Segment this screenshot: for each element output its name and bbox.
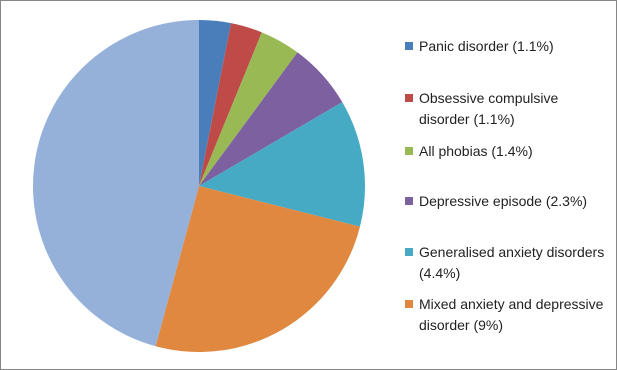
legend-label: Obsessive compulsive disorder (1.1%) xyxy=(419,90,559,127)
legend-label: All phobias (1.4%) xyxy=(419,143,533,159)
legend-swatch xyxy=(405,94,413,102)
legend-label: Depressive episode (2.3%) xyxy=(419,193,588,209)
legend-entry: Generalised anxiety disorders (4.4%) xyxy=(405,242,610,284)
pie-slice xyxy=(199,52,343,187)
legend-swatch xyxy=(405,147,413,155)
pie-slice xyxy=(199,20,232,186)
legend-swatch xyxy=(405,42,413,50)
legend-entry: Panic disorder (1.1%) xyxy=(405,36,610,57)
legend-label: Mixed anxiety and depressive disorder (9… xyxy=(419,296,604,333)
pie-slice xyxy=(199,23,262,187)
legend-swatch xyxy=(405,300,413,308)
legend-entry: Depressive episode (2.3%) xyxy=(405,191,610,212)
legend-swatch xyxy=(405,197,413,205)
pie-slice xyxy=(33,20,199,347)
legend-entry: All phobias (1.4%) xyxy=(405,141,610,162)
pie-slice xyxy=(155,186,360,352)
legend-label: Generalised anxiety disorders (4.4%) xyxy=(419,244,605,281)
legend-entry: Mixed anxiety and depressive disorder (9… xyxy=(405,294,610,336)
pie-slice xyxy=(199,32,298,186)
legend-label: Panic disorder (1.1%) xyxy=(419,38,554,54)
pie-slice xyxy=(199,102,365,227)
legend-entry: Obsessive compulsive disorder (1.1%) xyxy=(405,88,610,130)
legend-swatch xyxy=(405,248,413,256)
pie xyxy=(33,20,365,352)
